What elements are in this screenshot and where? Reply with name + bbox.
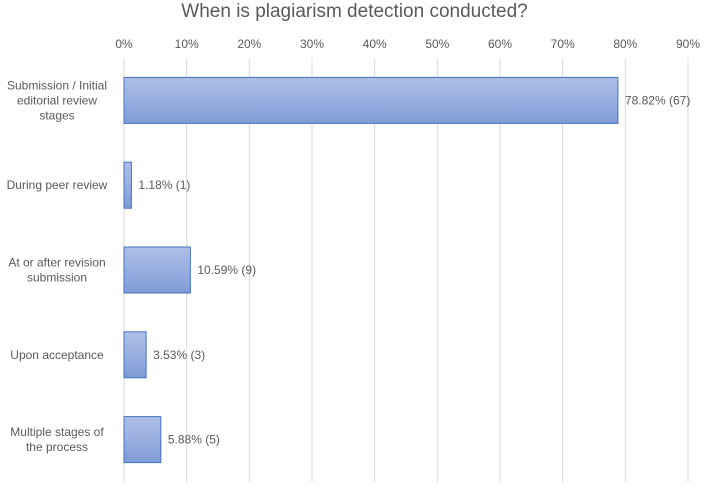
x-tick-label: 50% bbox=[425, 37, 449, 51]
bar bbox=[123, 76, 619, 124]
data-label: 3.53% (3) bbox=[153, 348, 205, 362]
category-label: Submission / Initial editorial review stag… bbox=[7, 78, 107, 122]
bar bbox=[123, 161, 132, 209]
x-tick-label: 10% bbox=[175, 37, 199, 51]
category-label: At or after revision submission bbox=[8, 256, 105, 285]
x-tick-label: 90% bbox=[676, 37, 700, 51]
data-label: 10.59% (9) bbox=[197, 263, 256, 277]
data-labels: 78.82% (67) 1.18% (1) 10.59% (9) 3.53% (3) 5… bbox=[138, 93, 690, 446]
bars bbox=[123, 76, 619, 464]
category-label: Multiple stages of the process bbox=[10, 425, 104, 454]
x-tick-label: 20% bbox=[237, 37, 261, 51]
x-tick-label: 0% bbox=[115, 37, 133, 51]
bar bbox=[123, 246, 191, 294]
x-tick-label: 40% bbox=[363, 37, 387, 51]
x-tick-label: 70% bbox=[551, 37, 575, 51]
data-label: 78.82% (67) bbox=[625, 93, 690, 107]
data-label: 5.88% (5) bbox=[168, 433, 220, 447]
data-label: 1.18% (1) bbox=[138, 178, 190, 192]
category-label: During peer review bbox=[7, 178, 108, 192]
category-labels: Submission / Initial editorial review stag… bbox=[7, 78, 108, 454]
bar bbox=[123, 331, 147, 379]
chart-title: When is plagiarism detection conducted? bbox=[181, 1, 528, 22]
x-tick-label: 60% bbox=[488, 37, 512, 51]
bar bbox=[123, 416, 162, 464]
x-tick-label: 30% bbox=[300, 37, 324, 51]
x-tick-label: 80% bbox=[613, 37, 637, 51]
x-axis-ticks: 0% 10% 20% 30% 40% 50% 60% 70% 80% 90% bbox=[115, 37, 700, 51]
category-label: Upon acceptance bbox=[10, 348, 104, 362]
